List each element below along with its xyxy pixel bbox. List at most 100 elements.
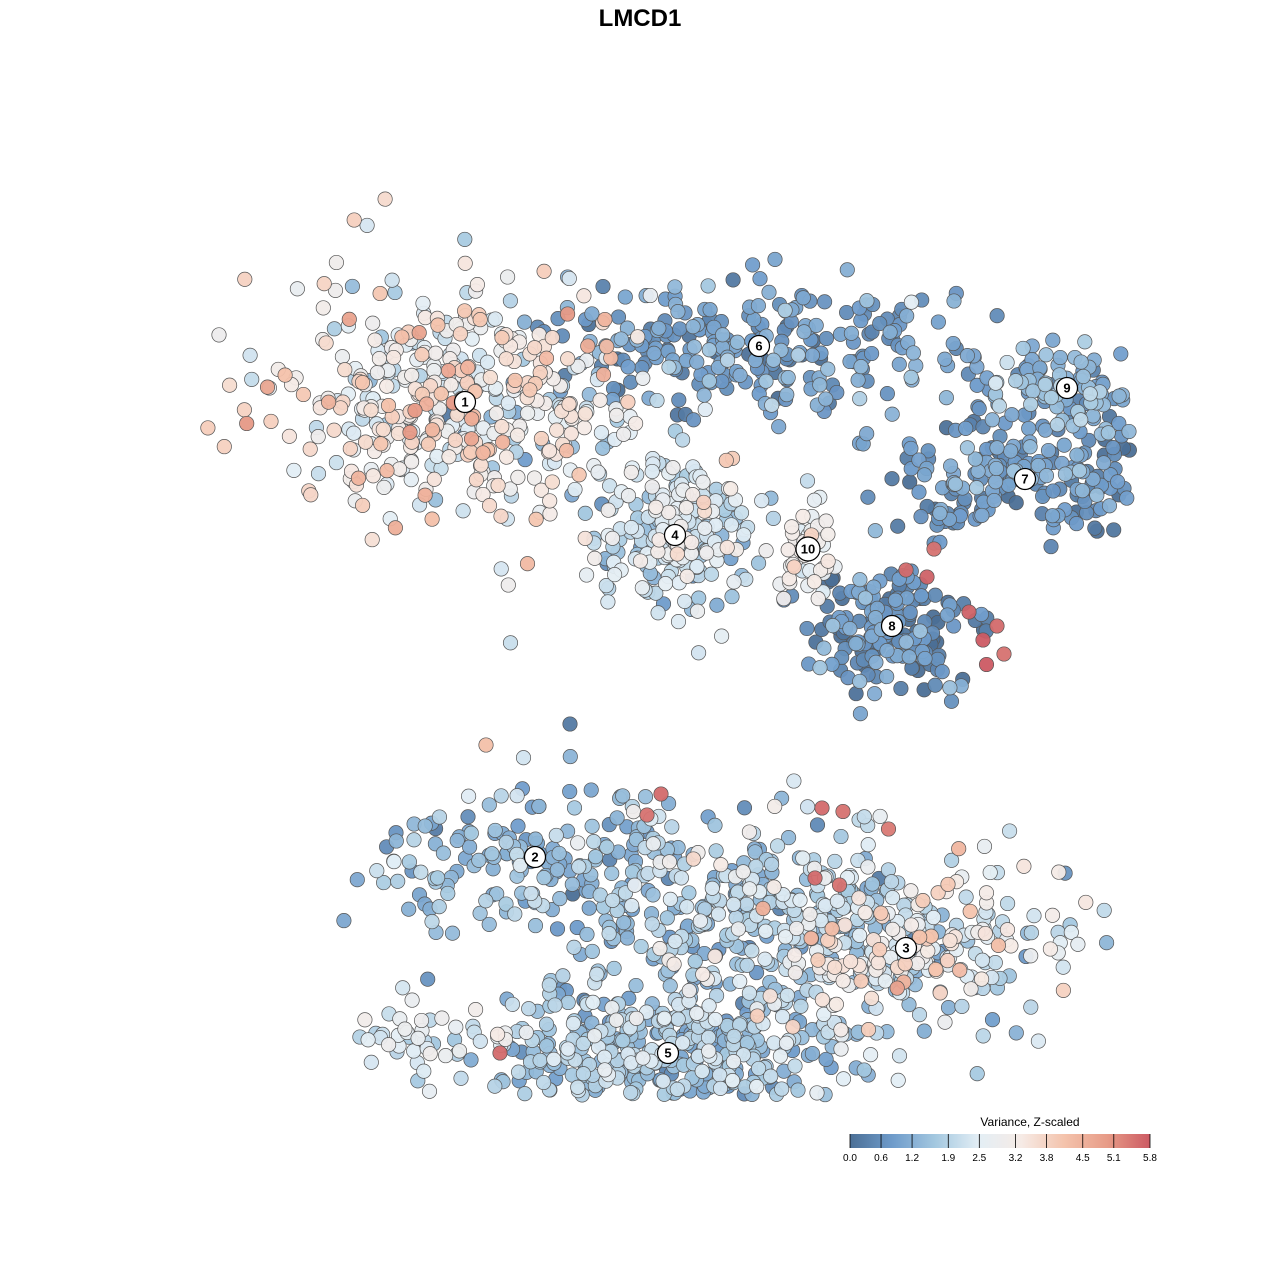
data-point (259, 379, 276, 395)
data-point (487, 1078, 503, 1094)
data-point (827, 959, 843, 975)
data-point (695, 474, 711, 490)
data-point (1099, 935, 1115, 951)
data-point (1023, 925, 1039, 941)
data-point (945, 335, 961, 352)
data-point (424, 511, 440, 527)
data-point (620, 394, 636, 410)
data-point (806, 492, 822, 508)
data-point (701, 373, 717, 389)
data-point (354, 375, 371, 391)
data-point (742, 881, 758, 897)
data-point (434, 1010, 450, 1026)
data-point (963, 981, 979, 997)
data-point (289, 281, 305, 297)
data-point (867, 686, 883, 702)
data-point (723, 481, 739, 497)
data-point (373, 436, 389, 452)
data-point (493, 508, 509, 524)
cluster-label-4: 4 (663, 523, 687, 547)
data-point (758, 543, 774, 559)
data-point (828, 996, 844, 1012)
data-point (566, 800, 583, 816)
data-point (1100, 425, 1116, 441)
data-point (856, 1062, 872, 1078)
data-point (818, 1051, 834, 1067)
data-point (1074, 483, 1090, 499)
cluster-label-text: 2 (531, 850, 538, 865)
data-point (863, 990, 880, 1006)
data-point (1089, 487, 1105, 503)
data-point (859, 293, 875, 309)
data-point (779, 387, 795, 403)
data-point (796, 324, 812, 340)
data-point (774, 1081, 790, 1097)
data-point (990, 937, 1006, 953)
data-point (411, 325, 427, 341)
data-point (812, 377, 828, 393)
data-point (678, 500, 694, 516)
data-point (779, 987, 795, 1003)
data-point (239, 415, 255, 432)
data-point (835, 973, 851, 989)
data-point (510, 469, 526, 485)
data-point (637, 789, 654, 805)
data-point (771, 419, 787, 435)
data-point (814, 800, 830, 816)
data-point (588, 849, 604, 865)
data-point (812, 660, 828, 676)
data-point (901, 997, 917, 1013)
data-point (942, 680, 958, 696)
data-point (689, 559, 705, 575)
data-point (1078, 894, 1094, 910)
data-point (810, 591, 826, 607)
data-point (498, 351, 514, 367)
data-point (579, 567, 595, 583)
data-point (521, 1001, 537, 1017)
data-point (372, 285, 388, 302)
data-point (925, 909, 942, 926)
data-point (390, 873, 406, 889)
data-point (623, 1085, 639, 1101)
data-point (1004, 407, 1020, 423)
data-point (364, 532, 380, 548)
data-point (381, 1037, 397, 1053)
data-point (613, 331, 629, 347)
data-point (911, 484, 927, 500)
data-point (1085, 471, 1101, 487)
data-point (694, 1063, 710, 1079)
data-point (667, 279, 683, 295)
data-point (679, 568, 695, 584)
data-point (420, 971, 436, 987)
data-point (975, 1028, 991, 1044)
data-point (395, 980, 411, 996)
data-point (701, 1029, 717, 1046)
data-point (493, 788, 509, 804)
data-point (958, 420, 974, 436)
data-point (561, 396, 577, 412)
data-point (499, 449, 515, 465)
data-point (707, 1011, 723, 1028)
data-point (510, 427, 526, 443)
cluster-label-badge (663, 523, 687, 547)
data-point (785, 1019, 801, 1035)
data-point (852, 572, 868, 588)
data-point (349, 872, 365, 888)
data-point (575, 1036, 591, 1052)
data-point (919, 569, 935, 585)
legend-tick-label: 2.5 (972, 1153, 986, 1164)
data-point (662, 978, 678, 994)
data-point (700, 278, 716, 294)
data-point (1113, 346, 1129, 362)
data-point (620, 359, 636, 375)
data-point (1040, 442, 1057, 459)
data-point (644, 463, 660, 480)
data-point (913, 588, 929, 604)
data-point (857, 590, 873, 606)
data-point (1045, 483, 1061, 499)
data-point (818, 391, 834, 407)
data-point (570, 358, 586, 374)
data-point (1052, 349, 1068, 366)
data-point (421, 1083, 438, 1099)
data-point (358, 434, 374, 450)
